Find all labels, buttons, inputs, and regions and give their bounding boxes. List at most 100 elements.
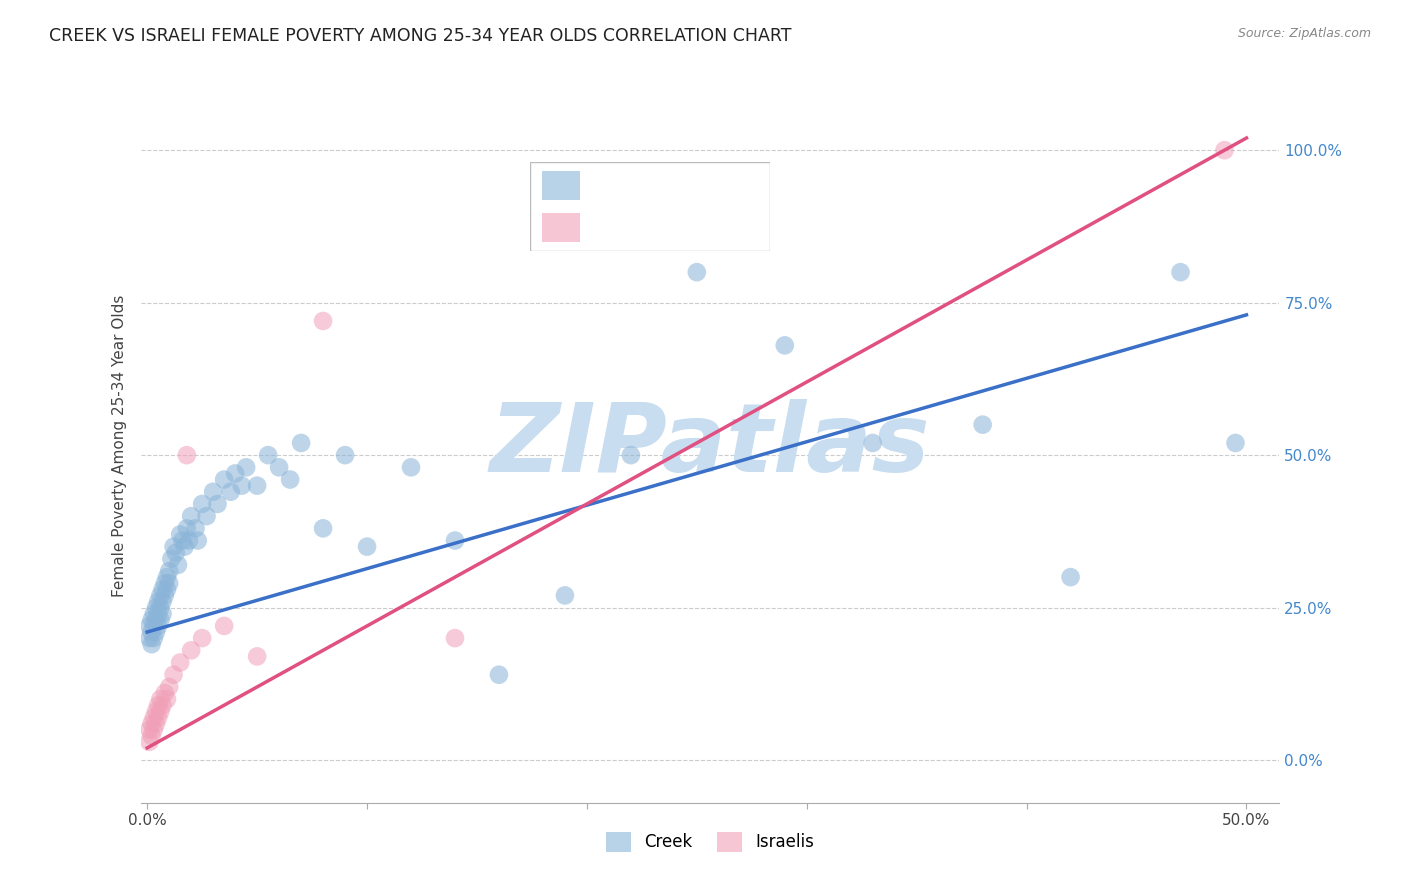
Point xyxy=(148,607,170,621)
Point xyxy=(156,582,179,597)
Point xyxy=(167,558,190,572)
Point xyxy=(149,704,172,718)
Point xyxy=(202,484,225,499)
Point xyxy=(195,509,218,524)
Point xyxy=(142,710,165,724)
Text: 0.772: 0.772 xyxy=(628,219,679,235)
Point xyxy=(172,533,194,548)
Point xyxy=(356,540,378,554)
Point xyxy=(312,521,335,535)
Point xyxy=(148,619,170,633)
Text: R =: R = xyxy=(592,219,627,235)
Point xyxy=(141,716,163,731)
Point xyxy=(160,551,183,566)
Point xyxy=(773,338,796,352)
Point xyxy=(149,589,172,603)
Point xyxy=(488,667,510,681)
Point xyxy=(157,576,180,591)
Point xyxy=(246,649,269,664)
Text: Source: ZipAtlas.com: Source: ZipAtlas.com xyxy=(1237,27,1371,40)
Point xyxy=(152,607,174,621)
Point xyxy=(312,314,335,328)
Point xyxy=(157,680,180,694)
Point xyxy=(686,265,709,279)
Point xyxy=(156,570,179,584)
Point xyxy=(156,692,179,706)
Point xyxy=(257,448,280,462)
Point xyxy=(444,631,467,645)
Point xyxy=(176,521,198,535)
Point xyxy=(620,448,643,462)
Point xyxy=(290,436,312,450)
Point xyxy=(169,656,191,670)
Point xyxy=(187,533,209,548)
Point xyxy=(145,613,167,627)
Point xyxy=(149,613,172,627)
Point xyxy=(207,497,229,511)
FancyBboxPatch shape xyxy=(530,162,769,252)
Point xyxy=(399,460,422,475)
Point xyxy=(152,582,174,597)
Point xyxy=(141,729,163,743)
Point xyxy=(138,619,160,633)
Point xyxy=(184,521,207,535)
Point xyxy=(180,509,202,524)
Point xyxy=(176,448,198,462)
Text: N =: N = xyxy=(673,178,710,194)
Point xyxy=(191,631,214,645)
Point xyxy=(1170,265,1192,279)
Point xyxy=(141,637,163,651)
Point xyxy=(972,417,994,432)
Point xyxy=(153,589,176,603)
Point xyxy=(142,631,165,645)
Point xyxy=(191,497,214,511)
Text: 67: 67 xyxy=(707,178,730,194)
Point xyxy=(862,436,884,450)
Point xyxy=(142,607,165,621)
Point xyxy=(145,704,167,718)
Legend: Creek, Israelis: Creek, Israelis xyxy=(599,825,821,859)
Point xyxy=(141,613,163,627)
Y-axis label: Female Poverty Among 25-34 Year Olds: Female Poverty Among 25-34 Year Olds xyxy=(111,295,127,597)
Point xyxy=(148,698,170,713)
Point xyxy=(246,478,269,492)
Point xyxy=(153,576,176,591)
Point xyxy=(138,735,160,749)
Point xyxy=(278,473,301,487)
Point xyxy=(149,692,172,706)
Text: N =: N = xyxy=(673,219,710,235)
Point xyxy=(212,473,235,487)
Point xyxy=(148,710,170,724)
Point xyxy=(333,448,356,462)
Point xyxy=(138,723,160,737)
Point xyxy=(177,533,200,548)
Text: CREEK VS ISRAELI FEMALE POVERTY AMONG 25-34 YEAR OLDS CORRELATION CHART: CREEK VS ISRAELI FEMALE POVERTY AMONG 25… xyxy=(49,27,792,45)
Point xyxy=(169,527,191,541)
Point xyxy=(231,478,253,492)
Point xyxy=(1225,436,1247,450)
Point xyxy=(157,564,180,578)
Point xyxy=(152,594,174,608)
FancyBboxPatch shape xyxy=(541,213,581,243)
Point xyxy=(145,625,167,640)
Point xyxy=(145,600,167,615)
Point xyxy=(153,686,176,700)
Point xyxy=(142,723,165,737)
Point xyxy=(142,619,165,633)
Point xyxy=(235,460,257,475)
Point xyxy=(269,460,291,475)
Point xyxy=(149,600,172,615)
Point xyxy=(1213,143,1236,157)
Point xyxy=(219,484,242,499)
Point xyxy=(1059,570,1081,584)
Point xyxy=(152,698,174,713)
Text: ZIPatlas: ZIPatlas xyxy=(489,400,931,492)
Point xyxy=(554,589,576,603)
Text: 26: 26 xyxy=(707,219,730,235)
Point xyxy=(165,546,187,560)
Point xyxy=(145,716,167,731)
Point xyxy=(212,619,235,633)
Point xyxy=(173,540,195,554)
Point xyxy=(180,643,202,657)
FancyBboxPatch shape xyxy=(541,171,581,201)
